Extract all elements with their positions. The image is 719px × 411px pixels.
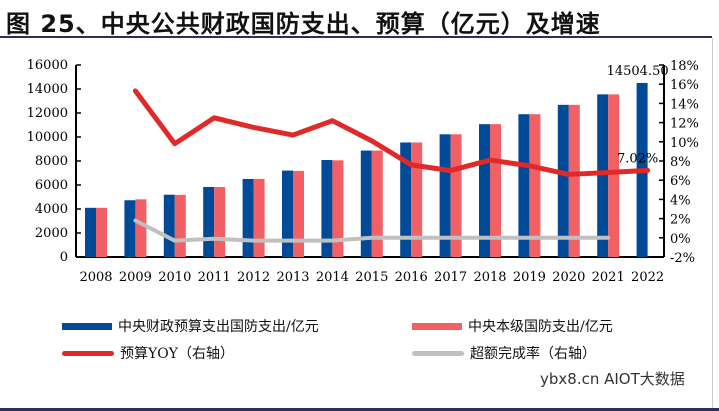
left-tick-label: 14000 bbox=[27, 82, 68, 97]
bar-budget bbox=[597, 94, 609, 257]
left-tick-label: 10000 bbox=[27, 130, 68, 145]
legend-label: 中央本级国防支出/亿元 bbox=[468, 319, 613, 335]
title-divider bbox=[0, 36, 712, 38]
legend-swatch-yoy bbox=[62, 350, 114, 356]
left-tick-label: 2000 bbox=[35, 226, 68, 241]
scrollbar-edge bbox=[712, 38, 713, 408]
left-tick-label: 16000 bbox=[27, 58, 68, 73]
legend-item-completion: 超额完成率（右轴） bbox=[412, 343, 596, 363]
line-completion bbox=[133, 218, 611, 243]
right-tick-label: 14% bbox=[670, 97, 699, 112]
x-tick-label: 2009 bbox=[119, 270, 152, 285]
legend-label: 预算YOY（右轴） bbox=[120, 346, 234, 362]
bar-actual bbox=[96, 207, 107, 257]
left-tick-label: 8000 bbox=[35, 154, 68, 169]
bar-actual bbox=[253, 178, 265, 257]
right-tick-label: 18% bbox=[670, 59, 699, 74]
legend-swatch-budget bbox=[62, 322, 112, 330]
bar-actual bbox=[568, 104, 580, 257]
bar-actual bbox=[608, 94, 620, 257]
bar-actual bbox=[490, 124, 501, 257]
left-tick-label: 12000 bbox=[27, 106, 68, 121]
x-tick-label: 2021 bbox=[592, 270, 625, 285]
bar-budget bbox=[439, 134, 451, 257]
x-tick-label: 2018 bbox=[473, 270, 506, 285]
x-tick-label: 2013 bbox=[276, 270, 309, 285]
bottom-divider bbox=[0, 408, 719, 411]
left-tick-label: 6000 bbox=[35, 178, 68, 193]
chart-title: 图 25、中央公共财政国防支出、预算（亿元）及增速 bbox=[6, 10, 601, 38]
bar-actual bbox=[411, 142, 423, 257]
x-tick-label: 2020 bbox=[552, 270, 585, 285]
bar-budget bbox=[360, 150, 372, 257]
x-tick-label: 2017 bbox=[434, 270, 467, 285]
right-tick-label: 12% bbox=[670, 117, 699, 132]
line-yoy bbox=[132, 88, 651, 177]
bar-actual bbox=[450, 134, 462, 257]
bar-budget bbox=[85, 207, 96, 257]
x-tick-label: 2015 bbox=[355, 270, 388, 285]
bar-actual bbox=[135, 199, 147, 257]
legend-item-actual: 中央本级国防支出/亿元 bbox=[412, 316, 613, 336]
right-tick-label: 16% bbox=[670, 78, 699, 93]
chart: 0 2000 4000 6000 8000 10000 12000 14000 16000 -2%… bbox=[27, 58, 699, 285]
right-tick-label: 0% bbox=[670, 232, 691, 247]
bar-actual bbox=[174, 194, 186, 257]
x-tick-label: 2011 bbox=[198, 270, 231, 285]
legend-label: 中央财政预算支出国防支出/亿元 bbox=[118, 319, 319, 335]
x-tick-label: 2016 bbox=[395, 270, 428, 285]
bar-actual bbox=[371, 150, 383, 257]
x-tick-label: 2012 bbox=[237, 270, 270, 285]
right-tick-label: 10% bbox=[670, 136, 699, 151]
bar-budget bbox=[479, 124, 490, 257]
bar-budget bbox=[282, 170, 293, 257]
x-tick-label: 2010 bbox=[158, 270, 191, 285]
data-label-2022-yoy: 7.02% bbox=[617, 151, 658, 166]
right-tick-label: 2% bbox=[670, 213, 691, 228]
bar-actual bbox=[293, 170, 304, 257]
bar-actual bbox=[214, 187, 226, 257]
legend-swatch-actual bbox=[412, 322, 462, 330]
bar-budget bbox=[124, 200, 136, 257]
legend-swatch-completion bbox=[412, 350, 464, 356]
bar-budget bbox=[163, 194, 175, 257]
watermark: ybx8.cn AIOT大数据 bbox=[540, 370, 685, 388]
bar-budget bbox=[518, 114, 530, 257]
right-tick-label: 6% bbox=[670, 174, 691, 189]
bar-actual bbox=[529, 114, 541, 257]
x-tick-label: 2008 bbox=[79, 270, 112, 285]
left-tick-label: 0 bbox=[60, 250, 68, 265]
data-label-2022-budget: 14504.50 bbox=[607, 64, 669, 79]
bar-budget bbox=[400, 142, 412, 257]
right-tick-label: -2% bbox=[670, 251, 695, 266]
x-tick-label: 2022 bbox=[631, 270, 664, 285]
x-tick-label: 2019 bbox=[513, 270, 546, 285]
legend-label: 超额完成率（右轴） bbox=[470, 346, 596, 362]
right-tick-label: 8% bbox=[670, 155, 691, 170]
legend-item-budget: 中央财政预算支出国防支出/亿元 bbox=[62, 316, 319, 336]
bar-budget bbox=[557, 104, 569, 257]
x-tick-label: 2014 bbox=[316, 270, 349, 285]
bar-budget bbox=[242, 178, 254, 257]
legend-item-yoy: 预算YOY（右轴） bbox=[62, 343, 234, 363]
left-tick-label: 4000 bbox=[35, 202, 68, 217]
bar-actual bbox=[332, 160, 344, 257]
bar-budget bbox=[321, 160, 333, 257]
bar-budget bbox=[203, 186, 215, 257]
right-tick-label: 4% bbox=[670, 193, 691, 208]
